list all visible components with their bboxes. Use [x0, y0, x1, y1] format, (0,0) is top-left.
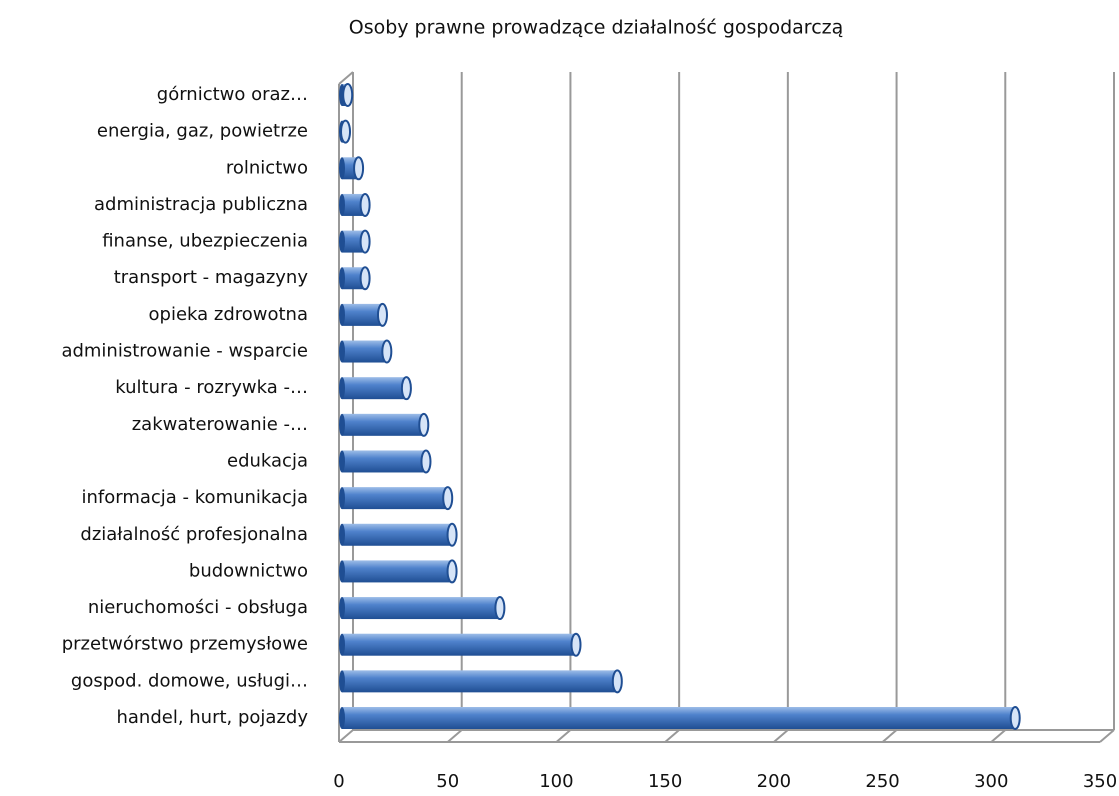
bar-cap	[494, 596, 506, 621]
tick-mark	[881, 729, 898, 743]
x-tick-label: 200	[757, 771, 791, 792]
bar	[342, 413, 424, 436]
bar-cap	[339, 193, 345, 216]
y-tick-label: górnictwo oraz…	[157, 84, 308, 105]
y-tick-label: kultura - rozrywka -…	[115, 377, 308, 398]
bar	[342, 597, 500, 620]
bar-cap	[381, 339, 393, 364]
y-tick-label: opieka zdrowotna	[149, 304, 309, 325]
tick-mark	[338, 729, 354, 743]
bar	[342, 230, 366, 253]
tick-mark	[990, 729, 1006, 743]
y-tick-label: informacja - komunikacja	[82, 487, 309, 508]
bar-cap	[339, 670, 345, 693]
bar	[342, 560, 453, 583]
bar-cap	[339, 487, 345, 510]
bar-cap	[442, 486, 454, 511]
bar-cap	[339, 597, 345, 620]
bar-cap	[1009, 706, 1021, 730]
bar-cap	[339, 413, 345, 436]
bar	[342, 450, 426, 473]
bar-cap	[339, 377, 345, 400]
bar-cap	[570, 632, 582, 657]
bar	[342, 340, 387, 363]
y-tick-label: administracja publiczna	[94, 194, 308, 215]
y-tick-label: zakwaterowanie -…	[132, 414, 308, 435]
chart-title: Osoby prawne prowadzące działalność gosp…	[349, 17, 844, 39]
x-tick-label: 250	[865, 771, 899, 792]
bar-cap	[339, 633, 345, 656]
y-tick-label: nieruchomości - obsługa	[88, 597, 308, 618]
x-tick-label: 350	[1083, 771, 1117, 792]
y-tick-label: energia, gaz, powietrze	[97, 121, 308, 142]
bar-cap	[418, 412, 430, 437]
bar-cap	[446, 559, 458, 584]
y-tick-label: administrowanie - wsparcie	[61, 341, 308, 362]
y-tick-label: działalność profesjonalna	[80, 524, 308, 545]
y-tick-label: finanse, ubezpieczenia	[102, 231, 308, 252]
y-tick-label: transport - magazyny	[114, 267, 309, 288]
bar	[342, 267, 366, 290]
y-tick-label: edukacja	[227, 450, 308, 471]
y-tick-label: przetwórstwo przemysłowe	[62, 634, 308, 655]
bar	[342, 303, 383, 326]
y-tick-label: gospod. domowe, usługi…	[71, 670, 308, 691]
bar-cap	[339, 560, 345, 583]
bar	[342, 670, 618, 693]
tick-mark	[773, 729, 789, 743]
bar-cap	[339, 230, 345, 253]
bar-cap	[376, 302, 388, 327]
bar-cap	[359, 192, 371, 217]
bar-cap	[340, 119, 352, 144]
bar-cap	[339, 707, 345, 729]
bar-cap	[339, 523, 345, 546]
x-tick-label: 0	[333, 771, 344, 792]
x-tick-label: 50	[436, 771, 459, 792]
bar-cap	[446, 522, 458, 547]
tick-mark	[1099, 729, 1115, 743]
bar-cap	[339, 340, 345, 363]
bar	[342, 523, 453, 546]
x-tick-label: 100	[539, 771, 573, 792]
x-tick-label: 150	[648, 771, 682, 792]
x-tick-label: 300	[974, 771, 1008, 792]
y-tick-label: budownictwo	[189, 560, 308, 581]
bar	[342, 633, 576, 656]
bar-cap	[342, 83, 354, 107]
bar-cap	[359, 229, 371, 254]
bar	[342, 377, 407, 400]
bar	[342, 487, 448, 510]
y-tick-label: handel, hurt, pojazdy	[116, 707, 308, 728]
bar-cap	[339, 450, 345, 473]
bar-cap	[611, 669, 623, 694]
bar-cap	[420, 449, 432, 474]
y-tick-label: rolnictwo	[226, 157, 308, 178]
left-wall-top	[338, 71, 354, 85]
tick-mark	[664, 729, 680, 743]
tick-mark	[447, 729, 463, 743]
bar-cap	[339, 303, 345, 326]
bar-cap	[353, 156, 365, 181]
tick-mark	[555, 729, 572, 743]
bar-cap	[339, 157, 345, 180]
bar	[342, 707, 1016, 729]
bar-cap	[400, 376, 412, 401]
bar	[342, 193, 366, 216]
bar-cap	[359, 266, 371, 291]
bar-cap	[339, 267, 345, 290]
